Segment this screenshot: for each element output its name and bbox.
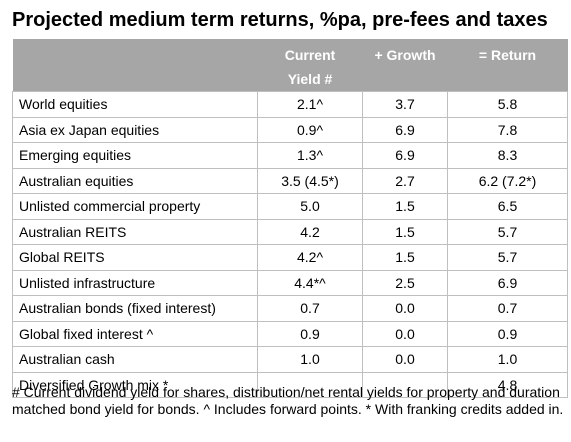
yield-cell: 4.2 bbox=[257, 219, 363, 245]
asset-cell: Australian bonds (fixed interest) bbox=[12, 295, 258, 322]
asset-cell: Diversified Growth mix * bbox=[12, 372, 258, 398]
asset-cell: Global REITS bbox=[12, 244, 258, 271]
yield-cell: 0.9^ bbox=[257, 117, 363, 143]
return-cell: 6.5 bbox=[447, 193, 568, 220]
growth-cell: 2.7 bbox=[362, 168, 448, 194]
yield-cell: 1.0 bbox=[257, 346, 363, 373]
return-cell: 5.7 bbox=[447, 219, 568, 245]
growth-cell: 6.9 bbox=[362, 142, 448, 169]
yield-cell: 4.2^ bbox=[257, 244, 363, 271]
yield-cell: 0.9 bbox=[257, 321, 363, 347]
return-cell: 6.9 bbox=[447, 270, 568, 296]
table-row: Diversified Growth mix * 4.8 bbox=[12, 372, 568, 398]
page-title: Projected medium term returns, %pa, pre-… bbox=[12, 9, 548, 31]
table-body: World equities 2.1^ 3.7 5.8 Asia ex Japan eq… bbox=[12, 91, 568, 398]
table-row: Australian bonds (fixed interest) 0.7 0.0 0… bbox=[12, 295, 568, 322]
asset-cell: Australian equities bbox=[12, 168, 258, 194]
growth-cell: 3.7 bbox=[362, 91, 448, 118]
growth-cell: 6.9 bbox=[362, 117, 448, 143]
asset-cell: Emerging equities bbox=[12, 142, 258, 169]
asset-cell: Global fixed interest ^ bbox=[12, 321, 258, 347]
growth-column-header: + Growth bbox=[362, 39, 448, 92]
growth-cell: 0.0 bbox=[362, 346, 448, 373]
growth-cell: 1.5 bbox=[362, 193, 448, 220]
table-row: Australian REITS 4.2 1.5 5.7 bbox=[12, 219, 568, 245]
table-row: Global fixed interest ^ 0.9 0.0 0.9 bbox=[12, 321, 568, 347]
return-cell: 8.3 bbox=[447, 142, 568, 169]
growth-cell: 0.0 bbox=[362, 295, 448, 322]
asset-cell: Australian REITS bbox=[12, 219, 258, 245]
yield-cell bbox=[257, 372, 363, 398]
yield-cell: 0.7 bbox=[257, 295, 363, 322]
growth-cell: 1.5 bbox=[362, 219, 448, 245]
table-row: Asia ex Japan equities 0.9^ 6.9 7.8 bbox=[12, 117, 568, 143]
yield-cell: 2.1^ bbox=[257, 91, 363, 118]
growth-cell: 1.5 bbox=[362, 244, 448, 271]
yield-cell: 3.5 (4.5*) bbox=[257, 168, 363, 194]
growth-cell: 2.5 bbox=[362, 270, 448, 296]
table-header-row: Current Yield # + Growth = Return bbox=[12, 39, 568, 92]
asset-cell: World equities bbox=[12, 91, 258, 118]
yield-header-line2: Yield # bbox=[287, 71, 333, 87]
returns-table: Current Yield # + Growth = Return World … bbox=[12, 39, 568, 398]
asset-cell: Unlisted commercial property bbox=[12, 193, 258, 220]
yield-cell: 1.3^ bbox=[257, 142, 363, 169]
return-column-header: = Return bbox=[447, 39, 568, 92]
table-row: Global REITS 4.2^ 1.5 5.7 bbox=[12, 244, 568, 271]
growth-cell: 0.0 bbox=[362, 321, 448, 347]
asset-cell: Asia ex Japan equities bbox=[12, 117, 258, 143]
yield-header-line1: Current bbox=[284, 47, 336, 63]
yield-cell: 4.4*^ bbox=[257, 270, 363, 296]
return-cell: 0.7 bbox=[447, 295, 568, 322]
return-cell: 1.0 bbox=[447, 346, 568, 373]
return-cell: 0.9 bbox=[447, 321, 568, 347]
yield-column-header: Current Yield # bbox=[257, 39, 363, 92]
table-row: Unlisted infrastructure 4.4*^ 2.5 6.9 bbox=[12, 270, 568, 296]
table-row: World equities 2.1^ 3.7 5.8 bbox=[12, 91, 568, 118]
table-row: Australian cash 1.0 0.0 1.0 bbox=[12, 346, 568, 373]
return-cell: 4.8 bbox=[447, 372, 568, 398]
return-cell: 5.7 bbox=[447, 244, 568, 271]
table-row: Emerging equities 1.3^ 6.9 8.3 bbox=[12, 142, 568, 169]
return-cell: 7.8 bbox=[447, 117, 568, 143]
growth-cell bbox=[362, 372, 448, 398]
return-cell: 5.8 bbox=[447, 91, 568, 118]
asset-column-header bbox=[12, 39, 258, 92]
asset-cell: Unlisted infrastructure bbox=[12, 270, 258, 296]
footnote: # Current dividend yield for shares, dis… bbox=[12, 384, 564, 417]
table-row: Australian equities 3.5 (4.5*) 2.7 6.2 (7.2… bbox=[12, 168, 568, 194]
table-row: Unlisted commercial property 5.0 1.5 6.5 bbox=[12, 193, 568, 220]
yield-cell: 5.0 bbox=[257, 193, 363, 220]
asset-cell: Australian cash bbox=[12, 346, 258, 373]
return-cell: 6.2 (7.2*) bbox=[447, 168, 568, 194]
